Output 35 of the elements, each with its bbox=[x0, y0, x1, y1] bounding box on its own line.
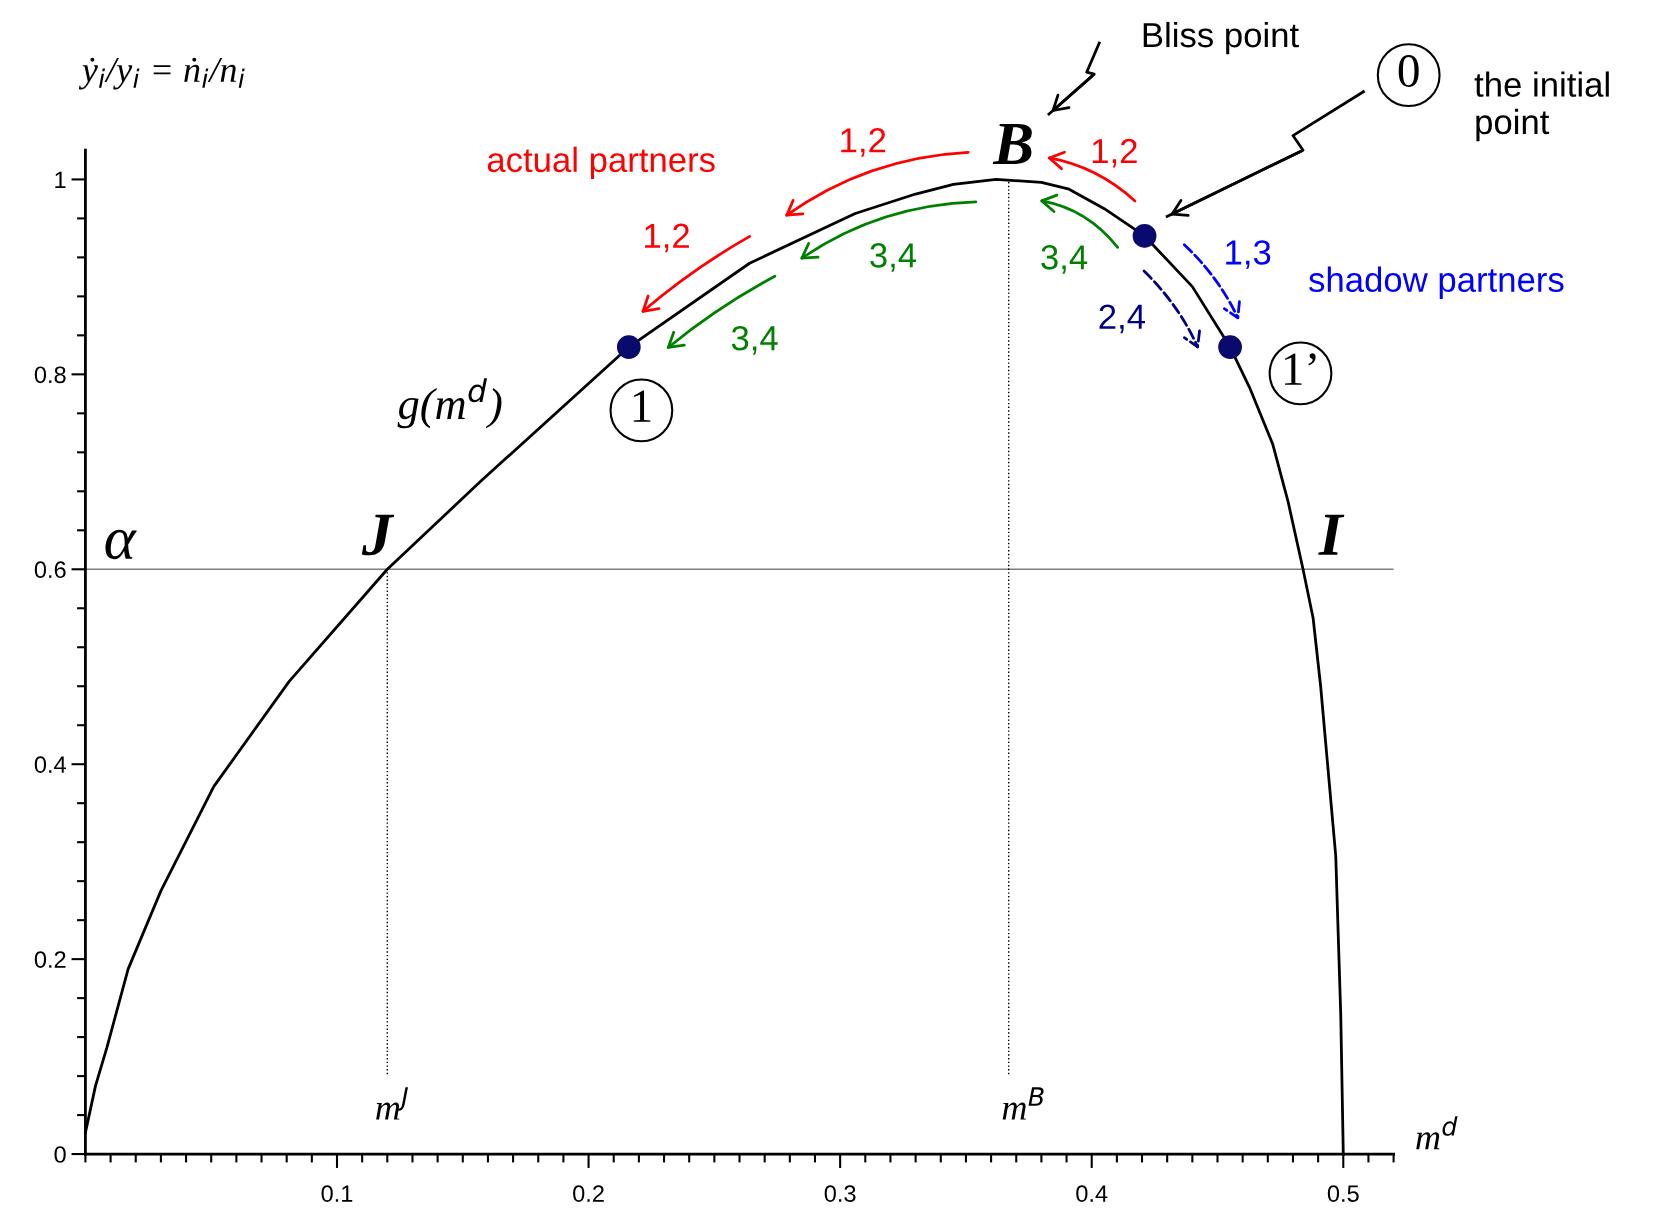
x-tick-label: 0.3 bbox=[824, 1185, 856, 1202]
annotation: B bbox=[992, 123, 1032, 165]
y-tick-label: 0.6 bbox=[34, 561, 66, 579]
y-tick-label: 0.2 bbox=[34, 951, 66, 968]
annotation: 3,4 bbox=[870, 243, 917, 272]
x-tick-label: 0.5 bbox=[1327, 1185, 1359, 1202]
y-tick-label: 0.8 bbox=[34, 366, 66, 384]
y-tick-label: 0 bbox=[54, 1146, 66, 1163]
x-tick-label: 0.2 bbox=[573, 1185, 604, 1202]
annotation: actual partners bbox=[487, 146, 715, 180]
annotation: α bbox=[105, 529, 137, 560]
text: the initial point bbox=[1474, 71, 1609, 142]
annotation: J bbox=[361, 514, 395, 556]
text: Bliss point bbox=[1143, 21, 1299, 55]
annotation: 1,2 bbox=[1092, 138, 1137, 168]
annotation: 1,2 bbox=[841, 128, 886, 157]
annotation: 1’ bbox=[1285, 353, 1316, 385]
x-axis-title: m$^{d}$ bbox=[1416, 1116, 1458, 1150]
annotation: 1 bbox=[633, 390, 651, 422]
x-tick-label: 0.4 bbox=[1076, 1185, 1108, 1202]
annotation: m$^{J}$ bbox=[376, 1087, 408, 1120]
annotation: shadow partners bbox=[1309, 266, 1564, 299]
annotation: 3,4 bbox=[731, 325, 778, 355]
annotation: 1,2 bbox=[645, 223, 689, 253]
annotation: 3,4 bbox=[1041, 245, 1088, 274]
annotation: m$^{B}$ bbox=[1002, 1087, 1044, 1120]
y-axis-title: ẏ$_{i}$/y$_{i}$ = ṅ$_{i}$/n$_{i}$ bbox=[78, 57, 245, 90]
text: 0 bbox=[1398, 55, 1419, 87]
annotation: I bbox=[1318, 514, 1345, 555]
annotation: 1,3 bbox=[1226, 240, 1271, 269]
annotation: g(m$^{d}$) bbox=[397, 378, 502, 429]
annotation: 2,4 bbox=[1099, 304, 1146, 334]
y-tick-label: 0.4 bbox=[34, 756, 66, 773]
x-tick-label: 0.1 bbox=[321, 1185, 353, 1202]
y-tick-label: 1 bbox=[55, 171, 66, 188]
